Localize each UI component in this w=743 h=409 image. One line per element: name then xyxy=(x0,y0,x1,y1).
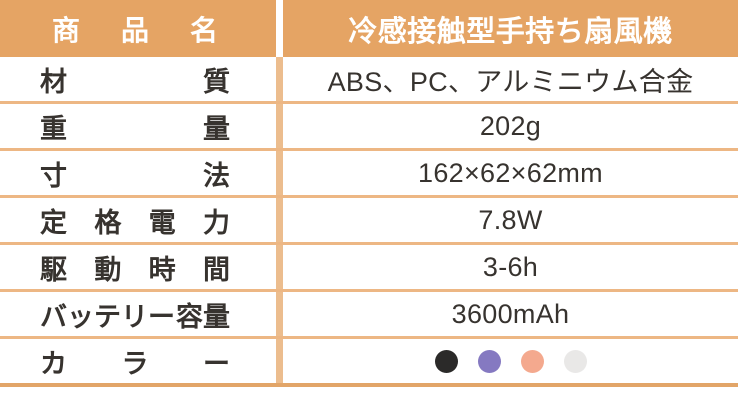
label-segment: 量 xyxy=(203,113,230,144)
table-row: 寸法 162×62×62mm xyxy=(0,151,738,198)
label-segment: 寸 xyxy=(40,160,67,191)
color-swatch xyxy=(520,349,544,373)
label-segment: ラ xyxy=(121,348,149,379)
table-row: 駆動時間 3-6h xyxy=(0,245,738,292)
table-row: カラー xyxy=(0,339,738,387)
spec-label: カラー xyxy=(0,339,276,383)
label-segment: 格 xyxy=(94,207,122,238)
spec-label: 材質 xyxy=(0,57,276,101)
label-segment: 法 xyxy=(203,160,230,191)
spec-value: 3-6h xyxy=(482,251,539,282)
label-segment: 間 xyxy=(202,254,230,285)
spec-table: 商品名 冷感接触型手持ち扇風機 材質 ABS、PC、アルミニウム合金 重量 20… xyxy=(0,0,738,387)
table-row: 重量 202g xyxy=(0,104,738,151)
color-swatch xyxy=(477,349,501,373)
spec-value: 162×62×62mm xyxy=(418,157,603,188)
column-divider xyxy=(276,198,283,242)
column-divider xyxy=(276,104,283,148)
column-divider xyxy=(276,245,283,289)
column-divider xyxy=(276,339,283,383)
header-label: 商品名 xyxy=(0,0,276,57)
spec-value xyxy=(283,339,738,383)
spec-value: 3600mAh xyxy=(451,298,570,329)
label-segment: 時 xyxy=(148,254,176,285)
label-segment: 材 xyxy=(40,66,67,97)
spec-label: 重量 xyxy=(0,104,276,148)
label-segment: 重 xyxy=(40,113,67,144)
label-segment: 商 xyxy=(52,14,81,46)
color-swatch xyxy=(434,349,458,373)
spec-value: 202g xyxy=(479,110,542,141)
table-header-row: 商 品 名 冷感接触型手持ち扇風機 xyxy=(0,0,738,57)
label-segment: 動 xyxy=(94,254,122,285)
spec-value: ABS、PC、アルミニウム合金 xyxy=(327,66,694,97)
column-divider xyxy=(276,0,283,57)
label-segment: 名 xyxy=(189,14,218,46)
column-divider xyxy=(276,57,283,101)
label-segment: 定 xyxy=(40,207,67,238)
label-segment: 品 xyxy=(120,14,149,46)
label-segment: バッテリー xyxy=(40,301,175,332)
spec-label: 定格電力 xyxy=(0,198,276,242)
label-segment: 容量 xyxy=(176,301,230,332)
label-segment: 電 xyxy=(148,207,176,238)
spec-label: バッテリー 容量 xyxy=(0,292,276,336)
label-segment: ー xyxy=(203,348,230,379)
table-row: 材質 ABS、PC、アルミニウム合金 xyxy=(0,57,738,104)
column-divider xyxy=(276,292,283,336)
label-segment: 質 xyxy=(203,66,230,97)
column-divider xyxy=(276,151,283,195)
product-name: 冷感接触型手持ち扇風機 xyxy=(283,0,738,57)
spec-label: 寸法 xyxy=(0,151,276,195)
spec-value: 7.8W xyxy=(478,204,543,235)
table-row: バッテリー 容量 3600mAh xyxy=(0,292,738,339)
label-segment: カ xyxy=(40,348,67,379)
label-segment: 駆 xyxy=(40,254,67,285)
spec-label: 駆動時間 xyxy=(0,245,276,289)
label-segment: 力 xyxy=(202,207,230,238)
color-swatch xyxy=(563,349,587,373)
table-row: 定格電力 7.8W xyxy=(0,198,738,245)
